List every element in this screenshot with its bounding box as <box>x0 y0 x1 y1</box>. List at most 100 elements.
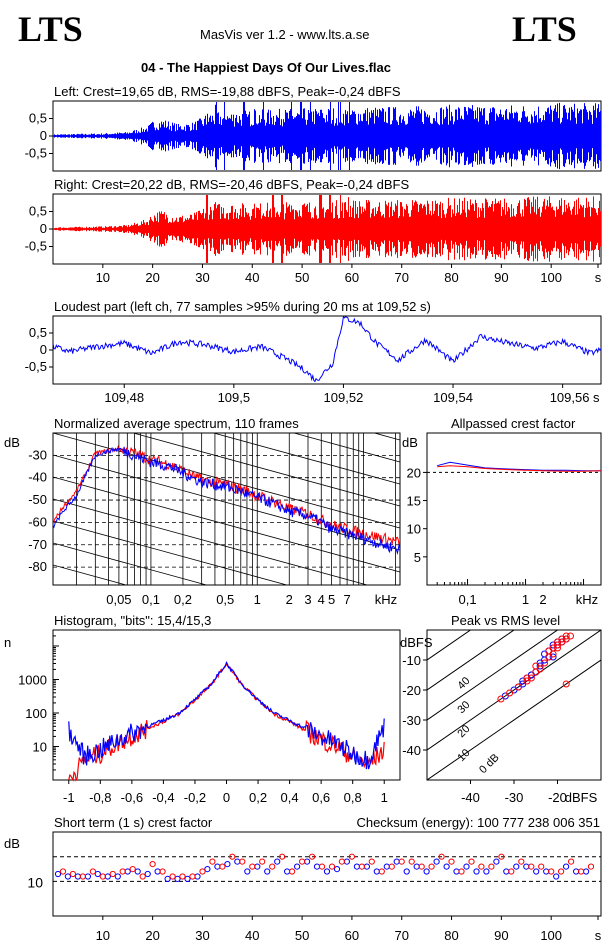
crest-point-right <box>318 863 326 870</box>
crest-frame <box>426 432 602 586</box>
x-tick-label: 90 <box>494 928 508 943</box>
y-axis-label: dB <box>402 435 418 450</box>
peak-rms-point-left <box>541 650 548 658</box>
crest-point-left <box>254 863 261 870</box>
peak-rms-point-right <box>562 632 570 640</box>
crest-point-left <box>234 858 241 865</box>
diagonal-line <box>427 630 559 721</box>
crest-point-left <box>373 868 380 875</box>
crest-point-left <box>74 873 82 880</box>
diagonal-label: 40 <box>455 675 472 692</box>
diagonal-line <box>427 659 601 780</box>
peak-rms-frame <box>426 629 602 781</box>
slope-line <box>53 433 400 529</box>
crest-point-left <box>114 873 121 880</box>
waveform-trace <box>53 102 601 170</box>
peak-rms-point-right <box>532 668 540 676</box>
x-tick-label: 20 <box>145 270 159 285</box>
crest-point-right <box>299 858 306 865</box>
crest-point-left <box>413 863 420 870</box>
y-tick-label: 10 <box>407 522 421 537</box>
y-tick-label: 0 <box>40 342 47 357</box>
diagonal-line <box>427 630 515 691</box>
checksum-text: Checksum (energy): 100 777 238 006 351 <box>356 815 600 830</box>
logo-left: LTS <box>18 9 83 49</box>
crest-point-right <box>229 853 236 860</box>
y-tick-label: -10 <box>402 653 421 668</box>
crest-point-right <box>109 870 116 878</box>
x-tick-label: 40 <box>245 270 259 285</box>
slope-line <box>53 454 400 551</box>
crest-point-left <box>94 870 101 878</box>
crest-point-left <box>423 868 430 875</box>
x-tick-label: -40 <box>461 790 480 805</box>
crest-point-left <box>64 873 72 880</box>
slope-line <box>292 433 400 463</box>
x-tick-label: 2 <box>539 592 546 607</box>
logo-right: LTS <box>512 9 577 49</box>
spectrum-frame <box>52 432 401 586</box>
peak-rms-point-right <box>567 632 574 640</box>
x-tick-label: -0,6 <box>121 790 143 805</box>
crest-point-left <box>533 868 540 875</box>
crest-point-left <box>453 868 460 875</box>
x-tick-label: 0,1 <box>142 592 160 607</box>
x-tick-label: 4 <box>318 592 325 607</box>
x-tick-label: 70 <box>394 270 408 285</box>
x-tick-label: 109,5 <box>218 390 251 405</box>
waveform-trace <box>53 195 601 263</box>
crest-point-left <box>154 868 161 875</box>
loudest-title: Loudest part (left ch, 77 samples >95% d… <box>54 299 431 314</box>
crest-point-right <box>518 858 525 865</box>
crest-point-left <box>403 868 410 875</box>
x-tick-label: 0,1 <box>459 592 477 607</box>
x-tick-label: 100 <box>540 270 562 285</box>
crest-point-left <box>463 863 470 870</box>
x-tick-label: 60 <box>345 270 359 285</box>
crest-point-right <box>568 858 575 865</box>
x-tick-label: -30 <box>505 790 524 805</box>
peak-rms-point-right <box>514 683 522 691</box>
crest-point-left <box>54 870 62 878</box>
crest-point-left <box>583 868 590 875</box>
crest-point-left <box>214 863 221 870</box>
y-tick-label: -0,5 <box>25 146 47 161</box>
crest-point-left <box>304 858 311 865</box>
diagonal-label: 30 <box>455 699 472 716</box>
slope-line <box>53 542 208 585</box>
y-tick-label: 20 <box>407 465 421 480</box>
x-tick-label: 30 <box>195 270 209 285</box>
x-tick-label: kHz <box>375 592 397 607</box>
x-tick-label: 0,2 <box>249 790 267 805</box>
crest-point-right <box>279 853 286 860</box>
peak-rms-point-right <box>562 680 570 688</box>
spectrum-title: Normalized average spectrum, 110 frames <box>54 416 299 431</box>
y-axis-label: dB <box>4 435 20 450</box>
x-tick-label: -1 <box>63 790 75 805</box>
y-tick-label: 0,5 <box>29 204 47 219</box>
y-tick-label: -30 <box>28 447 47 462</box>
crest-point-right <box>239 858 246 865</box>
slope-line <box>212 433 400 485</box>
slope-line <box>53 631 400 726</box>
crest-point-right <box>89 868 97 875</box>
crest-point-left <box>473 868 480 875</box>
crest-point-left <box>393 858 400 865</box>
y-tick-label: 10 <box>33 739 47 754</box>
crest-point-left <box>194 873 201 880</box>
y-tick-label: -80 <box>28 559 47 574</box>
crest-point-left <box>483 868 490 875</box>
crest-point-right <box>309 853 316 860</box>
crest-point-right <box>249 863 256 870</box>
x-tick-label: 10 <box>96 270 110 285</box>
crest-point-right <box>209 858 216 865</box>
crest-point-right <box>488 863 495 870</box>
file-title: 04 - The Happiest Days Of Our Lives.flac <box>141 60 391 75</box>
x-tick-label: 5 <box>328 592 335 607</box>
short-term-title: Short term (1 s) crest factor <box>54 815 213 830</box>
y-tick-label: -40 <box>28 470 47 485</box>
crest-title: Allpassed crest factor <box>451 416 576 431</box>
spectrum-grid <box>53 433 400 726</box>
crest-point-right <box>59 868 67 875</box>
crest-point-left <box>323 868 331 875</box>
